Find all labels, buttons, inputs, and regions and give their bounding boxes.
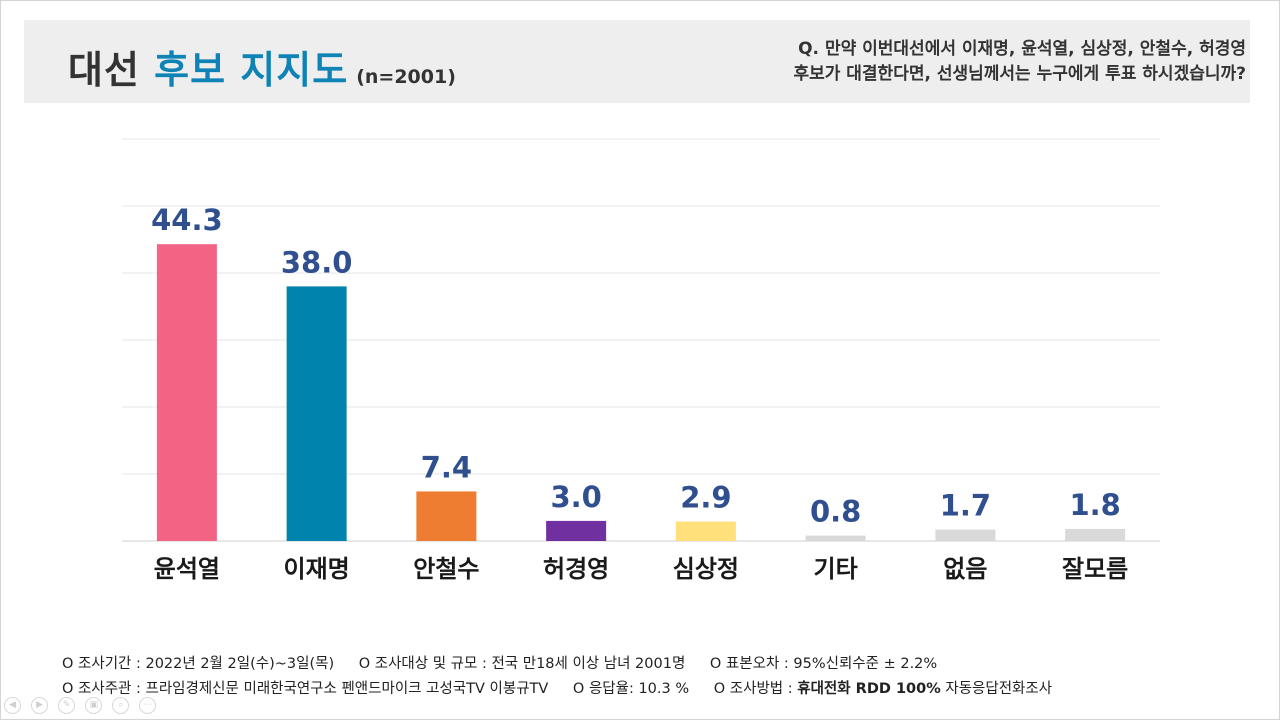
category-label-3: 안철수 bbox=[413, 555, 479, 583]
category-labels: 윤석열 이재명 안철수 허경영 심상정 기타 없음 잘모름 bbox=[154, 555, 1129, 583]
value-label-3: 7.4 bbox=[421, 450, 472, 484]
value-label-2: 38.0 bbox=[281, 245, 353, 279]
response-rate: O 응답율: 10.3 % bbox=[572, 681, 690, 697]
bar-1 bbox=[156, 244, 217, 541]
value-label-5: 2.9 bbox=[680, 481, 731, 515]
survey-target: O 조사대상 및 규모 : 전국 만18세 이상 남녀 2001명 bbox=[358, 656, 686, 672]
pen-icon[interactable]: ✎ bbox=[58, 697, 76, 714]
value-label-4: 3.0 bbox=[550, 480, 601, 514]
category-label-2: 이재명 bbox=[284, 555, 350, 583]
footer-row-1: O 조사기간 : 2022년 2월 2일(수)~3일(목) O 조사대상 및 규… bbox=[62, 652, 1052, 677]
bar-8 bbox=[1065, 528, 1126, 541]
value-label-8: 1.8 bbox=[1069, 488, 1120, 522]
value-label-1: 44.3 bbox=[151, 203, 223, 237]
method-bold: 휴대전화 RDD 100% bbox=[797, 681, 941, 697]
more-icon[interactable]: ⋯ bbox=[139, 697, 157, 714]
slide-controls: ◀ ▶ ✎ ▣ ⌕ ⋯ bbox=[4, 697, 161, 717]
bar-3 bbox=[416, 491, 477, 541]
bars bbox=[156, 244, 1126, 541]
sample-size: (n=2001) bbox=[356, 66, 456, 88]
question-line-2: 후보가 대결한다면, 선생님께서는 누구에게 투표 하시겠습니까? bbox=[793, 64, 1246, 84]
zoom-icon[interactable]: ⌕ bbox=[112, 697, 130, 714]
sampling-error: O 표본오차 : 95%신뢰수준 ± 2.2% bbox=[709, 656, 938, 672]
prev-slide-icon[interactable]: ◀ bbox=[4, 697, 21, 714]
survey-question: Q. 만약 이번대선에서 이재명, 윤석열, 심상정, 안철수, 허경영 후보가… bbox=[793, 37, 1246, 87]
survey-method: O 조사방법 : 휴대전화 RDD 100% 자동응답전화조사 bbox=[714, 681, 1052, 697]
bar-5 bbox=[675, 521, 736, 541]
header-banner: 대선 후보 지지도 (n=2001) Q. 만약 이번대선에서 이재명, 윤석열,… bbox=[24, 20, 1250, 103]
footer-row-2: O 조사주관 : 프라임경제신문 미래한국연구소 펜앤드마이크 고성국TV 이봉… bbox=[62, 677, 1052, 702]
bar-7 bbox=[935, 529, 996, 541]
next-slide-icon[interactable]: ▶ bbox=[31, 697, 49, 714]
value-labels: 44.3 38.0 7.4 3.0 2.9 0.8 1.7 1.8 bbox=[151, 203, 1121, 528]
title-plain: 대선 bbox=[68, 48, 155, 92]
bar-2 bbox=[286, 286, 347, 541]
category-label-4: 허경영 bbox=[543, 555, 609, 583]
value-label-6: 0.8 bbox=[810, 495, 861, 529]
category-label-6: 기타 bbox=[814, 555, 858, 583]
category-label-1: 윤석열 bbox=[154, 555, 220, 583]
survey-footer: O 조사기간 : 2022년 2월 2일(수)~3일(목) O 조사대상 및 규… bbox=[62, 652, 1052, 702]
method-prefix: O 조사방법 : bbox=[713, 681, 798, 697]
value-label-7: 1.7 bbox=[940, 489, 991, 523]
title-accent: 후보 지지도 bbox=[154, 48, 349, 92]
question-line-1: Q. 만약 이번대선에서 이재명, 윤석열, 심상정, 안철수, 허경영 bbox=[798, 39, 1246, 59]
slides-icon[interactable]: ▣ bbox=[85, 697, 103, 714]
category-label-7: 없음 bbox=[943, 555, 987, 583]
survey-organizers: O 조사주관 : 프라임경제신문 미래한국연구소 펜앤드마이크 고성국TV 이봉… bbox=[62, 681, 549, 697]
method-suffix: 자동응답전화조사 bbox=[940, 681, 1053, 697]
category-label-8: 잘모름 bbox=[1062, 555, 1128, 583]
page-title: 대선 후보 지지도 (n=2001) bbox=[68, 39, 456, 94]
bar-4 bbox=[546, 520, 607, 541]
survey-period: O 조사기간 : 2022년 2월 2일(수)~3일(목) bbox=[62, 656, 335, 672]
category-label-5: 심상정 bbox=[673, 555, 739, 583]
bar-6 bbox=[805, 535, 866, 541]
gridlines bbox=[122, 138, 1160, 542]
